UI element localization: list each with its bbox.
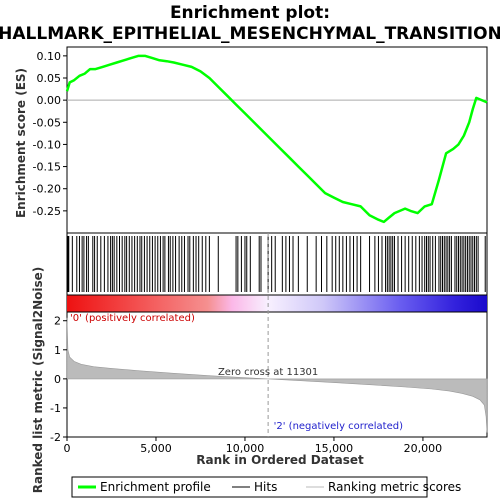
correlation-color-band [67, 295, 487, 312]
x-tick-label: 20,000 [404, 442, 443, 455]
es-plot-frame [66, 46, 488, 234]
x-tick-label: 10,000 [226, 442, 265, 455]
ranked-y-axis-label: Ranked list metric (Signal2Noise) [31, 267, 45, 494]
legend: Enrichment profile Hits Ranking metric sco… [71, 476, 461, 498]
x-tick-label: 5,000 [140, 442, 172, 455]
es-y-tick-label: 0.10 [37, 50, 62, 63]
es-panel: 0.10 0.05 0.00 -0.05 -0.10 -0.15 -0.20 -0.25 [33, 46, 488, 234]
hits-panel [66, 232, 488, 313]
es-y-tick-label: 0.00 [37, 94, 62, 107]
legend-item-label: Ranking metric scores [328, 480, 461, 494]
ranked-y-tick-label: 1 [54, 344, 61, 357]
ranked-y-tick-label: 2 [54, 315, 61, 328]
ranked-panel: 2 1 0 -1 -2 Zero cross at 11301 '0' (positivel… [50, 233, 488, 455]
negative-correlation-label: '2' (negatively correlated) [274, 421, 403, 432]
legend-item-label: Enrichment profile [100, 480, 211, 494]
ranking-metric-area [66, 317, 488, 433]
chart-title-line1: Enrichment plot: [170, 3, 330, 23]
zero-cross-label: Zero cross at 11301 [218, 367, 318, 378]
enrichment-profile-line [65, 54, 488, 224]
chart-title-line2: HALLMARK_EPITHELIAL_MESENCHYMAL_TRANSITI… [0, 24, 500, 44]
ranked-y-tick-label: 0 [54, 373, 61, 386]
positive-correlation-label: '0' (positively correlated) [70, 313, 195, 324]
es-y-tick-label: 0.05 [37, 72, 62, 85]
es-y-axis-label: Enrichment score (ES) [14, 68, 28, 218]
ranked-y-tick-label: -1 [50, 402, 61, 415]
es-y-tick-label: -0.10 [33, 138, 61, 151]
ranked-y-tick-label: -2 [50, 431, 61, 444]
es-y-tick-label: -0.15 [33, 161, 61, 174]
es-y-tick-label: -0.20 [33, 183, 61, 196]
x-tick-label: 15,000 [315, 442, 354, 455]
es-y-tick-label: -0.25 [33, 205, 61, 218]
x-axis-label: Rank in Ordered Dataset [196, 453, 364, 467]
legend-item-label: Hits [254, 480, 277, 494]
es-y-tick-label: -0.05 [33, 116, 61, 129]
x-tick-label: 0 [64, 442, 71, 455]
